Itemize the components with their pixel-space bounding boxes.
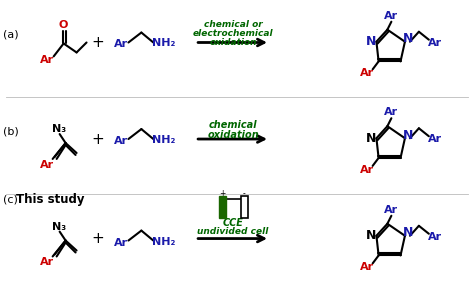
Text: (b): (b) [3,126,18,136]
Text: Ar: Ar [40,55,54,66]
Text: O: O [59,20,68,30]
Text: NH₂: NH₂ [152,135,175,145]
Text: Ar: Ar [114,238,128,248]
Text: +: + [219,189,225,198]
Text: Ar: Ar [384,107,399,117]
Text: NH₂: NH₂ [152,237,175,246]
Text: Ar: Ar [428,38,442,48]
Text: N₃: N₃ [52,124,66,134]
Text: oxidation: oxidation [207,130,259,140]
Text: +: + [91,132,104,146]
Text: N: N [403,226,413,239]
Text: +: + [91,231,104,246]
Text: N: N [366,229,377,242]
Text: Ar: Ar [360,165,374,175]
Text: (a): (a) [3,30,18,39]
Text: Ar: Ar [114,136,128,146]
Text: Ar: Ar [40,160,54,170]
Text: This study: This study [17,193,85,206]
Text: N: N [366,35,377,48]
Text: electrochemical: electrochemical [193,29,273,38]
Text: N: N [366,132,377,145]
Text: Ar: Ar [360,262,374,272]
Text: chemical: chemical [209,120,257,130]
Bar [219,196,226,218]
Text: N: N [403,32,413,45]
Text: N₃: N₃ [52,222,66,232]
Text: Ar: Ar [384,11,399,21]
Text: N: N [403,129,413,142]
Text: Ar: Ar [40,258,54,267]
Text: oxidation: oxidation [210,38,257,47]
Text: Ar: Ar [114,39,128,50]
Text: chemical or: chemical or [204,20,263,29]
Text: -: - [243,189,246,198]
Text: +: + [91,35,104,50]
Text: Ar: Ar [428,134,442,144]
Text: (c): (c) [3,195,18,205]
Text: Ar: Ar [384,205,399,215]
Text: CCE: CCE [223,218,244,228]
Text: undivided cell: undivided cell [197,227,269,236]
Bar [240,196,247,218]
Text: Ar: Ar [360,68,374,78]
Text: Ar: Ar [428,232,442,242]
Text: NH₂: NH₂ [152,39,175,48]
